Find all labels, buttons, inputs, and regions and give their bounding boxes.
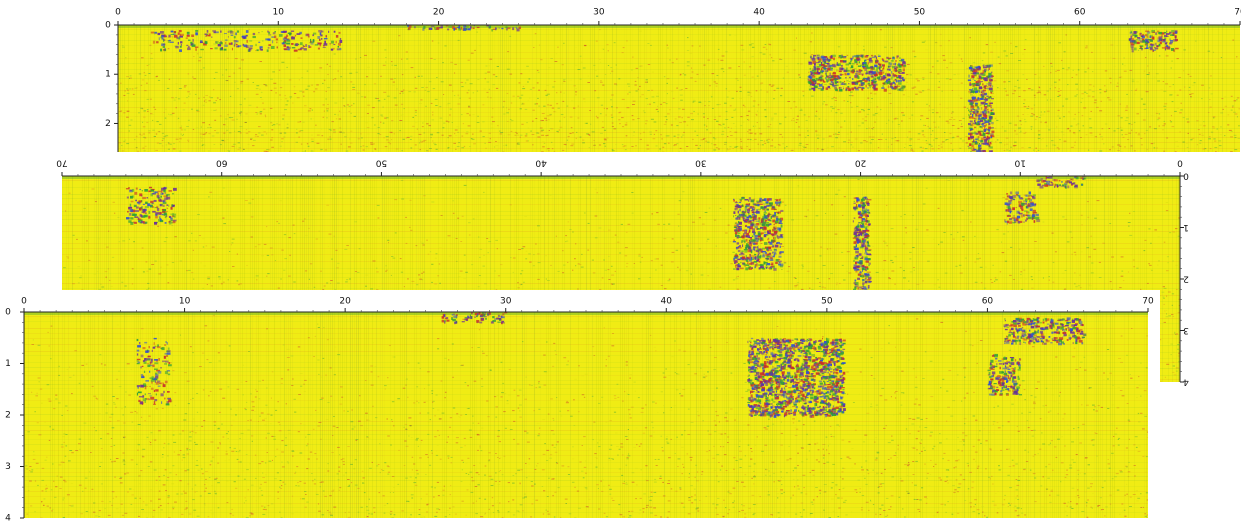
anomaly-2 xyxy=(967,64,995,153)
x-tick-label: 30 xyxy=(500,297,512,307)
x-tick-label: 40 xyxy=(661,297,673,307)
y-tick-label: 2 xyxy=(105,119,111,129)
x-tick-label: 70 xyxy=(1142,297,1154,307)
x-tick-label: 50 xyxy=(375,158,387,168)
profile-3-panel: 0 10 20 30 40 50 60 70 0 1 2 3 4 xyxy=(0,290,1160,521)
x-tick-label: 50 xyxy=(914,8,926,18)
anomaly-1 xyxy=(747,337,846,418)
anomaly-5 xyxy=(136,337,172,406)
y-tick-label: 4 xyxy=(5,514,11,521)
x-tick-label: 30 xyxy=(695,158,707,168)
x-tick-label: 40 xyxy=(535,158,547,168)
anomaly-1 xyxy=(807,54,907,92)
x-tick-label: 60 xyxy=(216,158,228,168)
x-tick-label: 0 xyxy=(21,297,27,307)
x-tick-label: 40 xyxy=(753,8,765,18)
x-tick-label: 0 xyxy=(1177,158,1183,168)
x-tick-label: 20 xyxy=(339,297,351,307)
x-tick-label: 20 xyxy=(433,8,445,18)
profile-3-chart: 0 10 20 30 40 50 60 70 0 1 2 3 4 xyxy=(5,297,1154,521)
anomaly-4 xyxy=(1036,176,1086,189)
y-tick-label: 4 xyxy=(1183,377,1189,387)
y-tick-label: 1 xyxy=(1183,222,1189,232)
y-tick-label: 2 xyxy=(1183,274,1189,284)
profile-1-chart: 0 10 20 30 40 50 60 70 0 1 2 xyxy=(105,8,1241,153)
anomaly-5 xyxy=(407,25,521,32)
anomaly-3 xyxy=(1004,191,1041,225)
anomaly-5 xyxy=(125,186,177,225)
y-tick-label: 3 xyxy=(1183,325,1189,335)
x-tick-label: 10 xyxy=(273,8,285,18)
x-tick-label: 60 xyxy=(982,297,994,307)
profile-1-panel: 0 10 20 30 40 50 60 70 0 1 2 xyxy=(100,0,1241,158)
y-tick-label: 0 xyxy=(105,21,111,31)
anomaly-1 xyxy=(732,196,784,271)
x-tick-label: 50 xyxy=(821,297,833,307)
y-tick-label: 1 xyxy=(105,70,111,80)
x-tick-label: 10 xyxy=(179,297,191,307)
anomaly-4 xyxy=(441,312,508,325)
x-tick-label: 20 xyxy=(855,158,867,168)
x-tick-label: 60 xyxy=(1074,8,1086,18)
heatmap-texture xyxy=(24,312,1148,518)
x-tick-label: 30 xyxy=(593,8,605,18)
heatmap-background xyxy=(24,312,1148,518)
x-tick-label: 10 xyxy=(1014,158,1026,168)
anomaly-4 xyxy=(150,30,343,52)
anomaly-2 xyxy=(987,353,1022,396)
x-tick-label: 70 xyxy=(1234,8,1241,18)
y-tick-label: 3 xyxy=(5,462,11,472)
heatmap-texture xyxy=(118,25,1240,153)
anomaly-3 xyxy=(1003,317,1087,346)
y-tick-label: 2 xyxy=(5,411,11,421)
x-tick-label: 0 xyxy=(115,8,121,18)
y-tick-label: 0 xyxy=(5,308,11,318)
anomaly-3 xyxy=(1128,30,1179,53)
y-tick-label: 0 xyxy=(1183,171,1189,181)
x-tick-label: 70 xyxy=(56,158,68,168)
y-tick-label: 1 xyxy=(5,359,11,369)
